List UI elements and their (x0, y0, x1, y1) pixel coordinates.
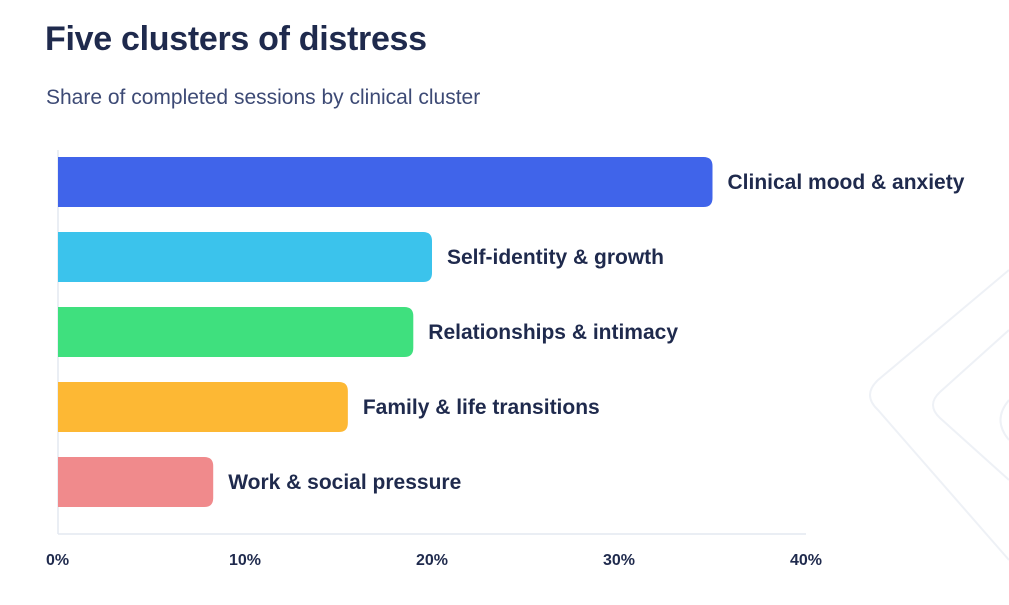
x-tick-label: 40% (790, 552, 822, 569)
bar-work-and-social-pressure (58, 457, 214, 507)
bar-label-work-and-social-pressure: Work & social pressure (228, 471, 461, 494)
x-tick-label: 20% (416, 552, 448, 569)
bar-label-relationships-and-intimacy: Relationships & intimacy (428, 321, 678, 344)
x-tick-label: 0% (46, 552, 69, 569)
bar-self-identity-and-growth (58, 232, 432, 282)
bar-family-and-life-transitions (58, 382, 348, 432)
bar-label-self-identity-and-growth: Self-identity & growth (447, 246, 664, 269)
bar-label-clinical-mood-and-anxiety: Clinical mood & anxiety (728, 171, 965, 194)
x-tick-label: 10% (229, 552, 261, 569)
bar-relationships-and-intimacy (58, 307, 414, 357)
bar-clinical-mood-and-anxiety (58, 157, 713, 207)
x-tick-label: 30% (603, 552, 635, 569)
chart-subtitle: Share of completed sessions by clinical … (46, 86, 481, 109)
chart-title: Five clusters of distress (45, 20, 427, 58)
bar-label-family-and-life-transitions: Family & life transitions (363, 396, 600, 419)
